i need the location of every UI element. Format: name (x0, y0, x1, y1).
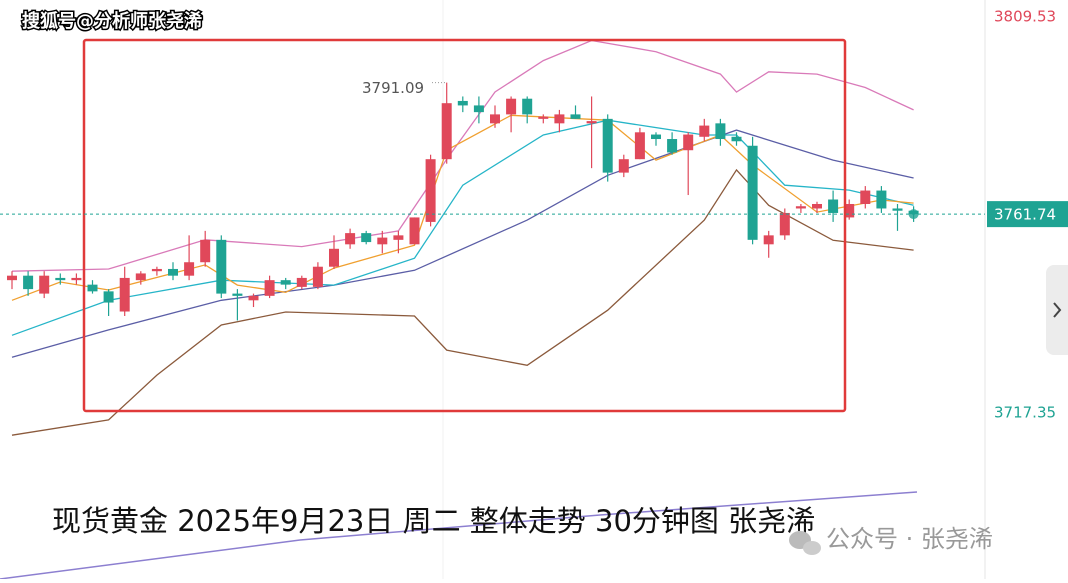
candle-body (135, 273, 146, 281)
side-button-bg[interactable] (1046, 265, 1068, 355)
candle-body (296, 277, 307, 287)
watermark: 搜狐号@分析师张尧浠 (22, 10, 202, 32)
candle-body (409, 217, 420, 245)
candle-body (683, 134, 694, 151)
indicator-line (11, 168, 914, 436)
candle-body (490, 114, 500, 124)
candle-body (634, 132, 645, 160)
candle-body (87, 284, 98, 292)
candle-body (860, 190, 871, 204)
wechat-icon (789, 531, 821, 555)
candle-body (71, 277, 82, 281)
candle-body (570, 114, 581, 119)
footer-watermark: 公众号 · 张尧浠 (826, 525, 993, 553)
last-price-dot (908, 209, 919, 220)
candle-body (377, 237, 388, 245)
candle-body (361, 233, 372, 243)
candle-body (329, 248, 339, 267)
y-tick-label: 3717.35 (994, 404, 1056, 422)
y-tick-label: 3809.53 (994, 8, 1056, 26)
candle-body (892, 208, 903, 211)
candle-body (747, 145, 758, 240)
candle-body (602, 118, 613, 173)
candle-body (795, 206, 806, 209)
candle-body (441, 103, 452, 160)
candle-body (151, 268, 162, 272)
caption: 现货黄金 2025年9月23日 周二 整体走势 30分钟图 张尧浠 (52, 504, 815, 538)
indicator-line (11, 39, 914, 272)
candle-body (715, 123, 726, 140)
candle-body (393, 235, 404, 240)
candle-body (586, 121, 597, 124)
candle-body (232, 293, 243, 296)
candle-body (538, 116, 549, 119)
candle-body (554, 114, 565, 124)
candle-body (651, 134, 661, 140)
last-price-label: 3761.74 (994, 206, 1056, 224)
candle-body (168, 268, 178, 276)
candle-body (876, 190, 887, 209)
candle-body (312, 266, 323, 287)
candle-body (522, 98, 533, 115)
candle-body (425, 159, 436, 222)
candle-body (264, 280, 275, 296)
candle-body (248, 295, 259, 301)
candle-body (39, 275, 50, 294)
highlight-box (82, 38, 847, 413)
candle-body (184, 262, 195, 276)
candle-body (506, 98, 517, 115)
candle-body (779, 212, 790, 236)
candle-body (280, 280, 291, 285)
candle-body (23, 275, 34, 290)
candle-body (119, 277, 130, 312)
candle-body (731, 136, 742, 142)
candle-body (473, 105, 484, 113)
candle-body (699, 125, 710, 137)
candle-body (7, 275, 17, 281)
side-button-arrow[interactable] (1053, 302, 1062, 318)
side-button[interactable] (1046, 265, 1068, 355)
high-annotation: 3791.09 (362, 79, 424, 97)
candle-body (345, 233, 356, 245)
candle-body (812, 203, 822, 209)
indicator-line (11, 129, 914, 358)
candle-body (667, 139, 678, 153)
candle-body (828, 199, 839, 213)
candle-body (103, 291, 114, 303)
candle-body (457, 100, 468, 106)
last-price-tag (987, 201, 1068, 228)
candle-body (844, 203, 855, 218)
candle-body (55, 277, 66, 281)
candle-body (618, 159, 629, 173)
lower-indicator-line (0, 491, 918, 580)
candle-body (200, 239, 211, 263)
candle-body (763, 235, 774, 245)
candle-body (216, 239, 227, 294)
indicator-line (11, 119, 914, 336)
